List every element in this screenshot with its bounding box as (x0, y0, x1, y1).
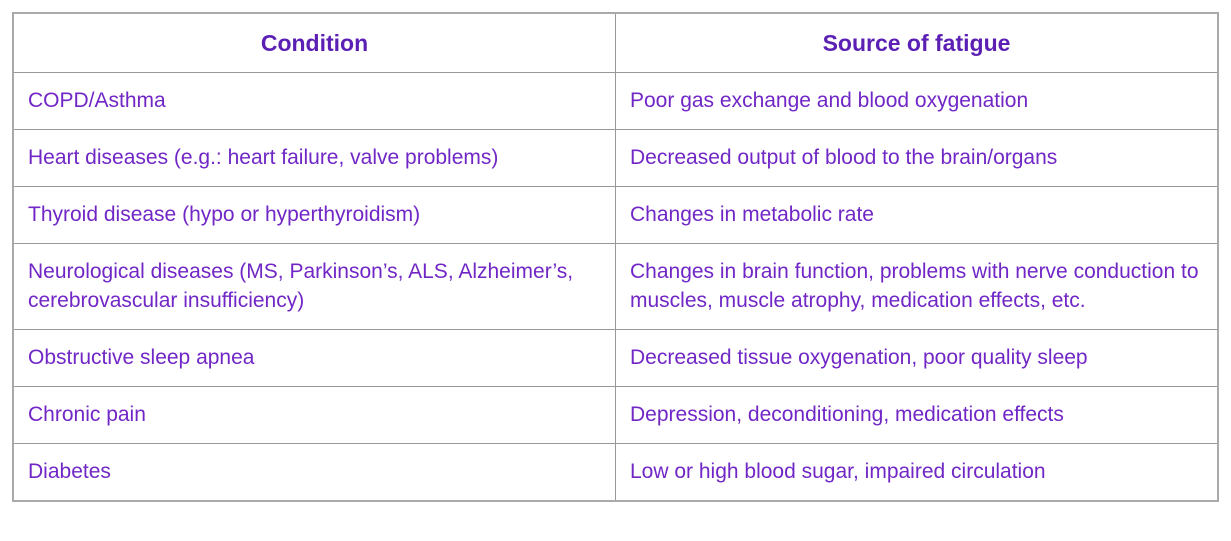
condition-cell: Neurological diseases (MS, Parkinson’s, … (12, 243, 616, 330)
table-row: Neurological diseases (MS, Parkinson’s, … (12, 243, 1219, 330)
table-row: COPD/Asthma Poor gas exchange and blood … (12, 72, 1219, 130)
condition-cell: Obstructive sleep apnea (12, 329, 616, 387)
table-row: Obstructive sleep apnea Decreased tissue… (12, 329, 1219, 387)
column-header-source: Source of fatigue (615, 12, 1219, 73)
source-cell: Changes in metabolic rate (615, 186, 1219, 244)
table-row: Chronic pain Depression, deconditioning,… (12, 386, 1219, 444)
column-header-condition: Condition (12, 12, 616, 73)
source-cell: Decreased tissue oxygenation, poor quali… (615, 329, 1219, 387)
source-cell: Changes in brain function, problems with… (615, 243, 1219, 330)
table-header-row: Condition Source of fatigue (12, 12, 1219, 73)
condition-cell: Thyroid disease (hypo or hyperthyroidism… (12, 186, 616, 244)
condition-cell: COPD/Asthma (12, 72, 616, 130)
condition-cell: Chronic pain (12, 386, 616, 444)
source-cell: Decreased output of blood to the brain/o… (615, 129, 1219, 187)
table-row: Heart diseases (e.g.: heart failure, val… (12, 129, 1219, 187)
condition-cell: Heart diseases (e.g.: heart failure, val… (12, 129, 616, 187)
source-cell: Low or high blood sugar, impaired circul… (615, 443, 1219, 502)
condition-cell: Diabetes (12, 443, 616, 502)
source-cell: Poor gas exchange and blood oxygenation (615, 72, 1219, 130)
source-cell: Depression, deconditioning, medication e… (615, 386, 1219, 444)
table-row: Thyroid disease (hypo or hyperthyroidism… (12, 186, 1219, 244)
fatigue-table: Condition Source of fatigue COPD/Asthma … (12, 12, 1219, 502)
table-row: Diabetes Low or high blood sugar, impair… (12, 443, 1219, 502)
